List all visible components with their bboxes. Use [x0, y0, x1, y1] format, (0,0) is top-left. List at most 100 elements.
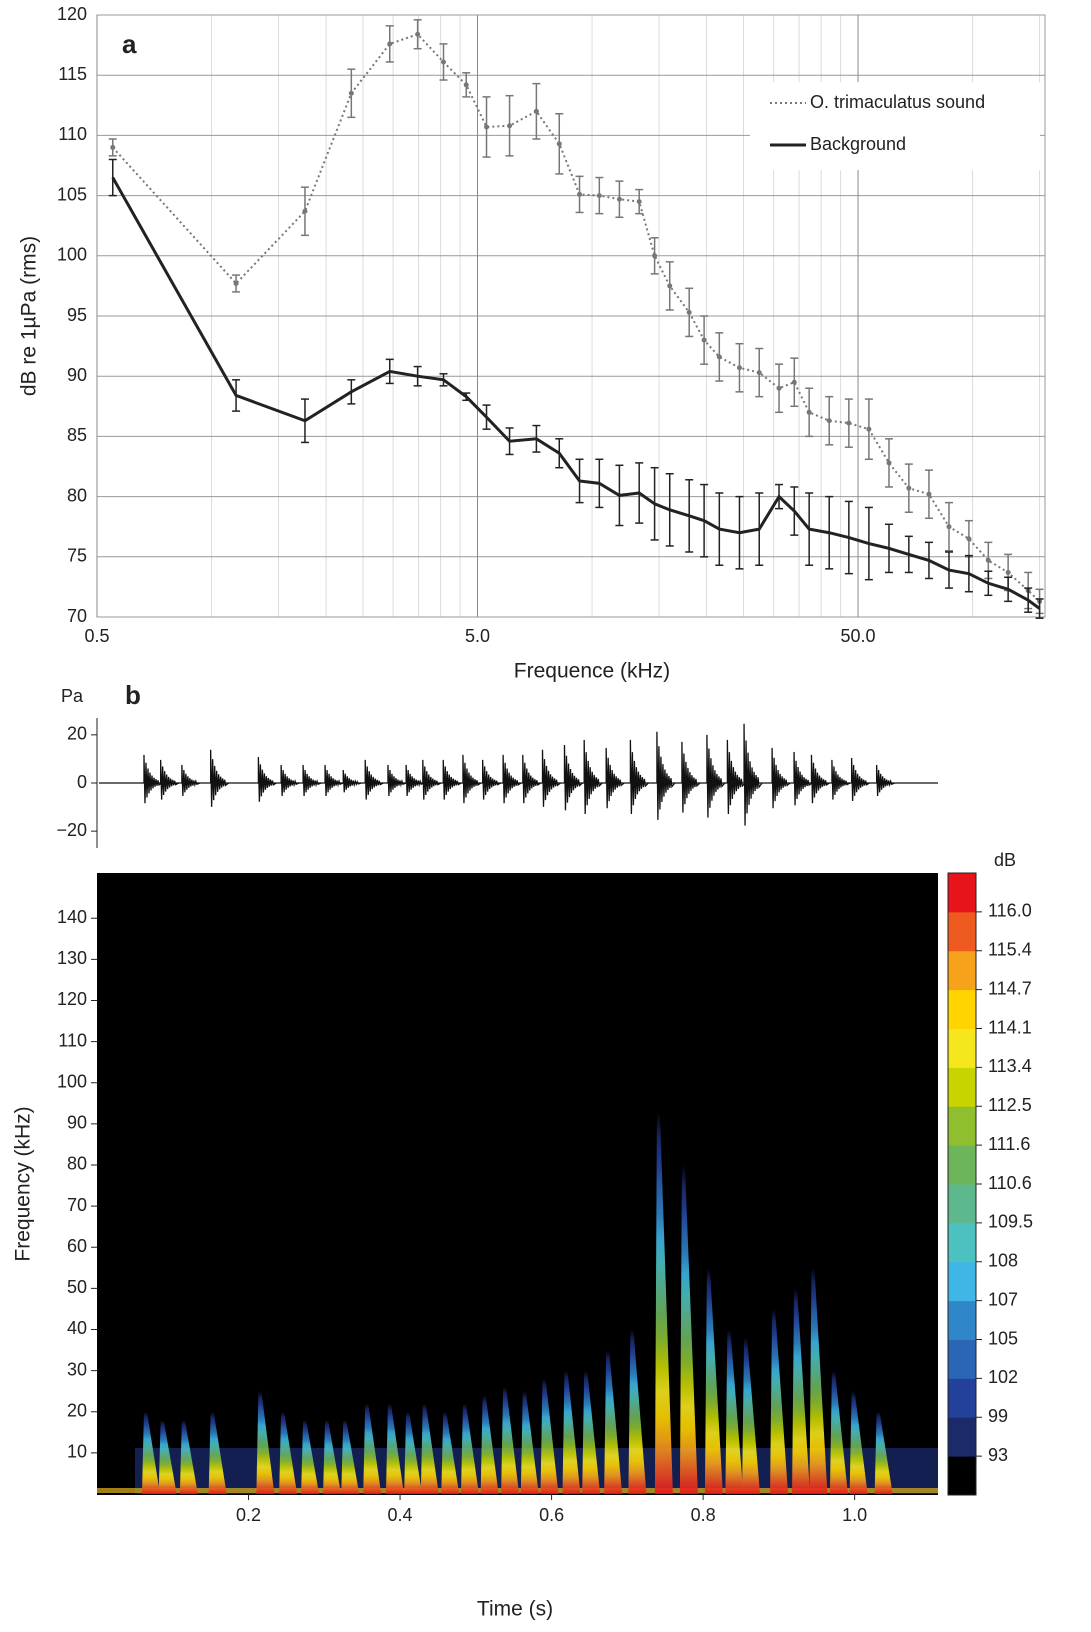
pulse [502, 754, 522, 804]
pulse [342, 769, 362, 793]
spectral-pulse [654, 1111, 673, 1494]
y-tick-label: 20 [67, 1400, 87, 1420]
x-axis-title: Time (s) [477, 1598, 553, 1621]
pulse [481, 759, 501, 800]
point [616, 196, 622, 202]
spectral-pulse [158, 1419, 177, 1494]
colorbar-swatch [948, 873, 976, 913]
colorbar-tick-label: 109.5 [988, 1212, 1033, 1232]
colorbar-swatch [948, 1222, 976, 1263]
y-tick-label: 20 [67, 724, 87, 744]
colorbar-swatch [948, 989, 976, 1029]
spectral-pulse [562, 1370, 581, 1494]
point [756, 370, 762, 376]
panel-label: a [122, 29, 137, 59]
point [233, 280, 239, 286]
y-tick-label: 85 [67, 425, 87, 445]
x-tick-label: 0.6 [539, 1505, 564, 1525]
pulse [462, 754, 482, 804]
pulse [302, 764, 322, 797]
y-tick-label: 105 [57, 184, 87, 204]
point [577, 191, 583, 197]
colorbar-swatch [948, 1339, 976, 1379]
colorbar-tick-label: 107 [988, 1289, 1018, 1309]
series [108, 19, 1044, 615]
series-line [112, 33, 1041, 603]
colorbar-swatch [948, 1145, 976, 1185]
x-tick-label: 5.0 [465, 626, 490, 646]
pulse [831, 759, 851, 800]
y-tick-label: 40 [67, 1318, 87, 1338]
colorbar-tick-label: 115.4 [988, 940, 1032, 960]
pulse [257, 756, 277, 802]
point [667, 283, 673, 289]
pulse [280, 764, 300, 797]
y-tick-label: 95 [67, 305, 87, 325]
point [387, 41, 393, 47]
pulse [656, 731, 676, 820]
y-tick-label: 120 [57, 4, 87, 24]
pulse [771, 747, 791, 809]
colorbar-swatch [948, 1378, 976, 1418]
pulse [159, 759, 179, 800]
x-tick-label: 50.0 [841, 626, 876, 646]
point [507, 123, 513, 129]
spectral-pulse [874, 1411, 893, 1494]
pulse [629, 739, 649, 815]
pulse [793, 751, 813, 806]
y-tick-label: 0 [77, 772, 87, 792]
y-tick-label: 10 [67, 1442, 87, 1462]
y-tick-label: 90 [67, 1113, 87, 1133]
spectral-pulse [809, 1267, 828, 1494]
spectral-pulse [279, 1411, 298, 1494]
pulse [726, 739, 746, 815]
point [348, 90, 354, 96]
point [686, 309, 692, 315]
spectral-pulse [323, 1419, 342, 1494]
x-tick-label: 0.2 [236, 1505, 261, 1525]
pulse [563, 744, 583, 811]
point [533, 108, 539, 114]
spectral-pulse [540, 1378, 559, 1494]
pulse [181, 764, 201, 797]
y-tick-label: 30 [67, 1359, 87, 1379]
point [636, 199, 642, 205]
legend-box [750, 82, 1040, 170]
colorbar-swatch [948, 911, 976, 952]
spectral-pulse [441, 1411, 460, 1494]
series [108, 158, 1044, 619]
spectral-pulse [179, 1419, 198, 1494]
pulse [541, 749, 561, 807]
y-axis-title: Frequency (kHz) [12, 1106, 35, 1261]
colorbar-tick-label: 114.1 [988, 1017, 1032, 1037]
point [985, 557, 991, 563]
pulse [209, 749, 230, 807]
colorbar-swatch [948, 1184, 976, 1224]
y-tick-label: 70 [67, 606, 87, 626]
colorbar-tick-label: 116.0 [988, 901, 1032, 921]
point [906, 485, 912, 491]
colorbar-swatch [948, 1417, 976, 1457]
y-tick-label: 75 [67, 546, 87, 566]
pulse [681, 741, 701, 813]
point [966, 536, 972, 542]
spectral-pulse [208, 1411, 227, 1494]
y-tick-label: −20 [56, 820, 87, 840]
y-axis-unit: Pa [61, 686, 84, 706]
spectral-pulse [725, 1329, 744, 1494]
x-tick-label: 0.5 [84, 626, 109, 646]
x-axis-title: Frequence (kHz) [514, 660, 670, 683]
point [652, 253, 658, 259]
point [926, 491, 932, 497]
pulse [850, 757, 870, 802]
spectral-pulse [704, 1267, 723, 1494]
point [791, 379, 797, 385]
colorbar-swatch [948, 950, 976, 991]
pulse [522, 754, 542, 804]
pulse [810, 754, 830, 804]
colorbar-tick-label: 110.6 [988, 1173, 1032, 1193]
y-axis-title: dB re 1µPa (rms) [18, 236, 41, 396]
point [806, 409, 812, 415]
y-tick-label: 110 [58, 1030, 87, 1050]
point [110, 144, 116, 150]
